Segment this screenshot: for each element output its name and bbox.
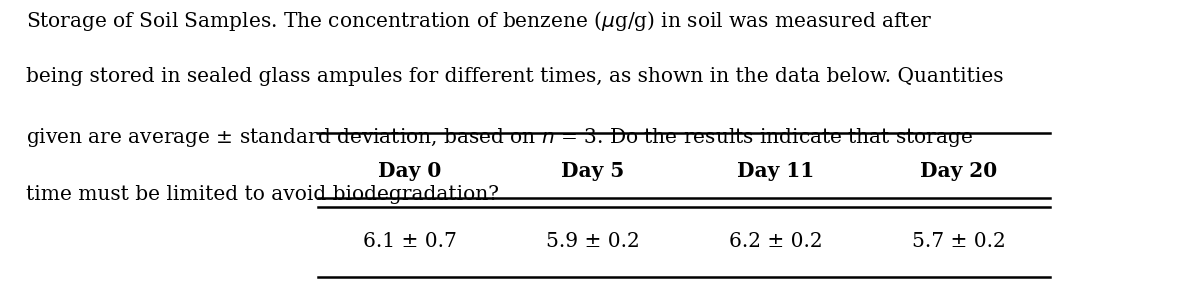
Text: 6.1 ± 0.7: 6.1 ± 0.7: [362, 232, 456, 251]
Text: Day 20: Day 20: [920, 161, 997, 181]
Text: time must be limited to avoid biodegradation?: time must be limited to avoid biodegrada…: [26, 185, 499, 204]
Text: 5.7 ± 0.2: 5.7 ± 0.2: [912, 232, 1006, 251]
Text: Day 11: Day 11: [737, 161, 814, 181]
Text: given are average $\pm$ standard deviation, based on $n$ = 3. Do the results ind: given are average $\pm$ standard deviati…: [26, 126, 973, 149]
Text: 6.2 ± 0.2: 6.2 ± 0.2: [728, 232, 822, 251]
Text: Day 5: Day 5: [560, 161, 624, 181]
Text: Day 0: Day 0: [378, 161, 442, 181]
Text: Storage of Soil Samples. The concentration of benzene ($\mu$g/g) in soil was mea: Storage of Soil Samples. The concentrati…: [26, 9, 934, 33]
Text: being stored in sealed glass ampules for different times, as shown in the data b: being stored in sealed glass ampules for…: [26, 67, 1004, 86]
Text: 5.9 ± 0.2: 5.9 ± 0.2: [546, 232, 640, 251]
